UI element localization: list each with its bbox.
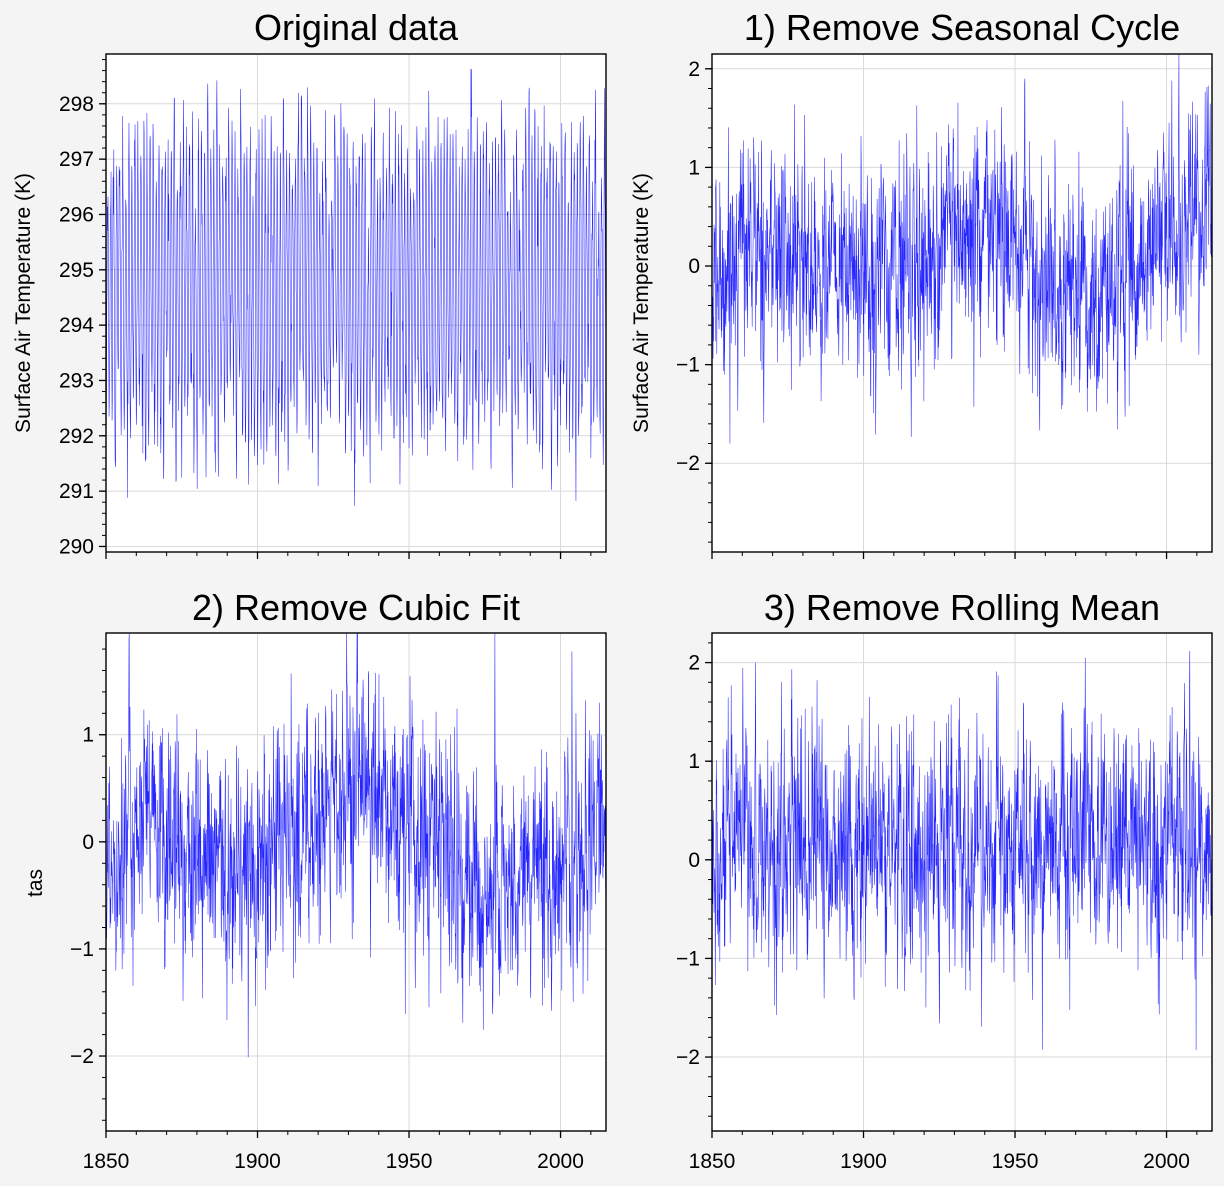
- axes-frame: [105, 632, 607, 1132]
- y-tick-label: 295: [59, 259, 94, 282]
- y-axis-label: tas: [24, 869, 47, 897]
- panel-title: 3) Remove Rolling Mean: [764, 587, 1160, 628]
- x-ticks: 1850 1900 1950 2000: [689, 1131, 1190, 1173]
- series-line: [711, 53, 1213, 444]
- plot-area: [106, 54, 606, 552]
- axes-frame: [711, 53, 1213, 553]
- x-tick-label: 1950: [992, 1150, 1039, 1173]
- y-tick-label: 1: [82, 724, 94, 747]
- y-tick-label: 1: [688, 750, 700, 773]
- x-tick-label: 1900: [840, 1150, 887, 1173]
- y-tick-label: 1: [688, 156, 700, 179]
- series-line: [105, 632, 607, 1058]
- y-tick-label: −2: [676, 1046, 700, 1069]
- y-tick-label: 2: [688, 58, 700, 81]
- y-tick-label: 291: [59, 480, 94, 503]
- x-tick-label: 2000: [537, 1150, 584, 1173]
- y-tick-label: −1: [676, 354, 700, 377]
- y-tick-label: 296: [59, 203, 94, 226]
- y-tick-label: 0: [688, 849, 700, 872]
- y-tick-label: 297: [59, 148, 94, 171]
- axes-frame: [105, 53, 607, 553]
- panel-original-data: Original data Surface Air Temperature (K…: [12, 7, 607, 559]
- y-tick-label: −1: [70, 938, 94, 961]
- y-tick-label: 290: [59, 535, 94, 558]
- panel-remove-seasonal-cycle: 1) Remove Seasonal Cycle Surface Air Tem…: [630, 7, 1213, 559]
- y-tick-label: 292: [59, 425, 94, 448]
- y-tick-label: −1: [676, 947, 700, 970]
- x-tick-label: 1850: [689, 1150, 736, 1173]
- y-ticks: −2 −1 0 1 2: [676, 652, 712, 1069]
- panel-title: 2) Remove Cubic Fit: [192, 587, 520, 628]
- y-axis-label: Surface Air Temperature (K): [12, 173, 35, 433]
- series-line: [105, 68, 607, 506]
- x-tick-label: 1950: [386, 1150, 433, 1173]
- x-tick-label: 1900: [234, 1150, 281, 1173]
- y-tick-label: 0: [688, 255, 700, 278]
- panel-title: 1) Remove Seasonal Cycle: [744, 7, 1180, 48]
- y-ticks: −2 −1 0 1 2: [676, 58, 712, 475]
- y-tick-label: 298: [59, 93, 94, 116]
- y-tick-label: −2: [676, 452, 700, 475]
- y-ticks: −2 −1 0 1: [70, 724, 106, 1068]
- x-ticks: 1850 1900 1950 2000: [83, 1131, 584, 1173]
- panel-title: Original data: [254, 7, 459, 48]
- y-tick-label: −2: [70, 1045, 94, 1068]
- y-axis-label: Surface Air Temperature (K): [630, 173, 653, 433]
- y-ticks: 290 291 292 293 294 295 296 297 298: [59, 93, 106, 558]
- y-tick-label: 0: [82, 831, 94, 854]
- axes-frame: [711, 632, 1213, 1132]
- y-tick-label: 293: [59, 369, 94, 392]
- series-line: [711, 650, 1213, 1051]
- x-ticks: [105, 552, 562, 559]
- y-tick-label: 294: [59, 314, 94, 337]
- x-tick-label: 1850: [83, 1150, 130, 1173]
- x-tick-label: 2000: [1143, 1150, 1190, 1173]
- panel-remove-cubic-fit: 2) Remove Cubic Fit tas −2−101 1850 1900 1…: [24, 587, 607, 1173]
- y-tick-label: 2: [688, 652, 700, 675]
- x-ticks: [711, 552, 1168, 559]
